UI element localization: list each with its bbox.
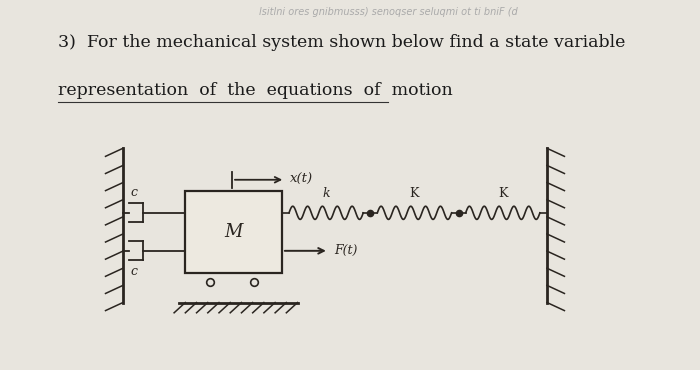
Text: K: K [498,187,508,200]
Text: K: K [410,187,419,200]
Text: lsitlni ores gnibmusss) senoqser seluqmi ot ti bniF (d: lsitlni ores gnibmusss) senoqser seluqmi… [258,7,517,17]
Text: x(t): x(t) [290,173,313,186]
Text: M: M [225,223,243,241]
Bar [186,191,282,273]
Text: representation  of  the  equations  of  motion: representation of the equations of motio… [57,82,452,99]
Text: c: c [130,265,137,278]
Text: c: c [130,186,137,199]
Text: 3)  For the mechanical system shown below find a state variable: 3) For the mechanical system shown below… [57,34,625,51]
Text: k: k [322,187,330,200]
Text: F(t): F(t) [334,244,357,257]
